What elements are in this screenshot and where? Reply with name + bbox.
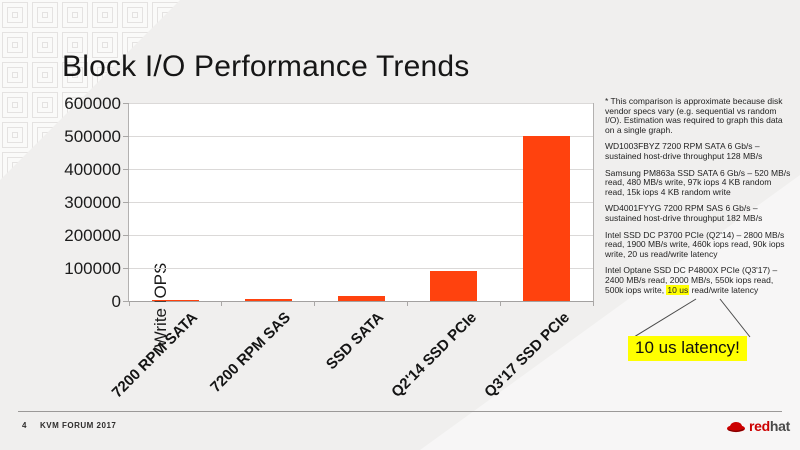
gridline: [129, 168, 593, 170]
footer-divider: [18, 411, 782, 412]
slide-title: Block I/O Performance Trends: [62, 50, 470, 83]
y-axis-tick: [123, 168, 129, 170]
x-axis-tick: [221, 301, 223, 306]
y-axis-tick: [123, 300, 129, 302]
x-axis-category-label: Q3'17 SSD PCIe: [480, 309, 573, 401]
notes-panel: * This comparison is approximate because…: [605, 96, 792, 302]
y-axis-tick-label: 500000: [64, 127, 121, 146]
x-axis-tick: [499, 301, 501, 306]
y-axis-tick-label: 0: [111, 292, 121, 311]
bar-q2-14-ssd-pcie: [430, 271, 478, 301]
y-axis-tick: [123, 267, 129, 269]
note-paragraph: * This comparison is approximate because…: [605, 96, 783, 135]
optane-text-before: Intel Optane SSD DC P4800X PCIe (Q3'17) …: [605, 265, 778, 295]
bar-q3-17-ssd-pcie: [523, 136, 571, 301]
x-axis-tick: [592, 301, 594, 306]
y-axis-tick-label: 300000: [64, 193, 121, 212]
gridline: [129, 234, 593, 236]
y-axis-tick-label: 200000: [64, 226, 121, 245]
y-axis-tick-label: 100000: [64, 259, 121, 278]
note-paragraph: Intel SSD DC P3700 PCIe (Q2'14) – 2800 M…: [605, 229, 785, 259]
y-axis-tick: [123, 102, 129, 104]
x-axis-tick: [314, 301, 316, 306]
redhat-wordmark: redhat: [749, 418, 790, 434]
redhat-fedora-icon: [727, 421, 745, 433]
latency-callout: 10 us latency!: [628, 336, 747, 361]
bar-chart-plot-area: Write IOPS 0 100000 200000 300000 400000 5000…: [64, 94, 594, 401]
y-axis-tick: [123, 201, 129, 203]
note-paragraph-optane: Intel Optane SSD DC P4800X PCIe (Q3'17) …: [605, 265, 792, 295]
footer-page-number: 4: [22, 421, 27, 430]
gridline: [129, 267, 593, 269]
y-axis-tick: [123, 234, 129, 236]
footer-event-name: KVM FORUM 2017: [40, 421, 117, 430]
note-paragraph: WD1003FBYZ 7200 RPM SATA 6 Gb/s – sustai…: [605, 141, 763, 161]
gridline: [129, 135, 593, 137]
bar-7200-rpm-sata: [151, 299, 199, 301]
optane-text-after: read/write latency: [689, 284, 759, 295]
note-paragraph: WD4001FYYG 7200 RPM SAS 6 Gb/s – sustain…: [605, 203, 763, 223]
x-axis-tick: [406, 301, 408, 306]
x-axis-tick: [128, 301, 130, 306]
redhat-logo: redhat: [726, 418, 790, 434]
gridline: [129, 102, 593, 104]
y-axis-tick-label: 400000: [64, 160, 121, 179]
y-axis-tick: [123, 135, 129, 137]
bar-7200-rpm-sas: [244, 299, 292, 301]
note-paragraph: Samsung PM863a SSD SATA 6 Gb/s – 520 MB/…: [605, 167, 791, 197]
bar-ssd-sata: [337, 296, 385, 301]
gridline: [129, 201, 593, 203]
y-axis-tick-label: 600000: [64, 94, 121, 113]
optane-highlight: 10 us: [666, 284, 690, 295]
corner-pattern-decoration: [0, 0, 180, 180]
